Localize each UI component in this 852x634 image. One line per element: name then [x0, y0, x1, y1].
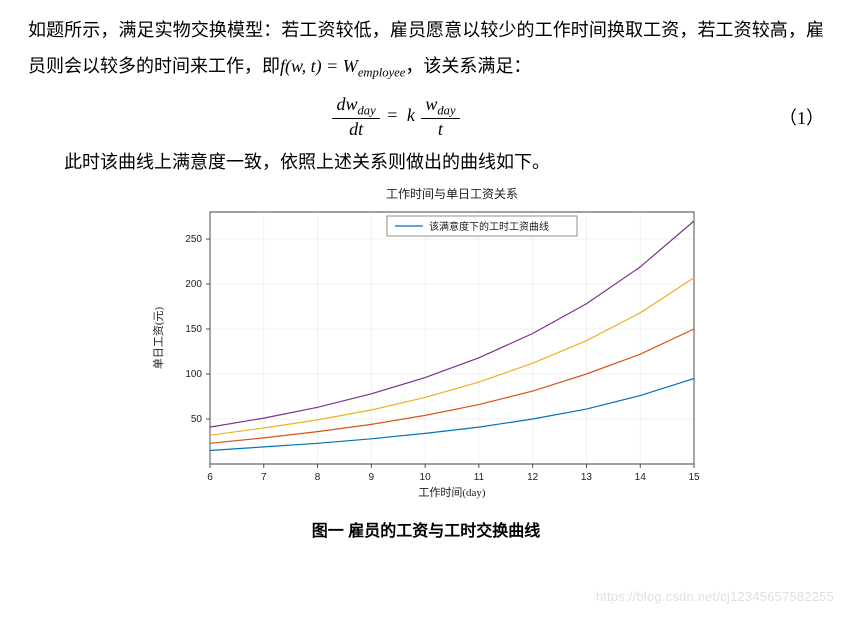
- svg-text:15: 15: [688, 472, 700, 483]
- svg-text:8: 8: [315, 472, 321, 483]
- equation-number: （1）: [764, 104, 824, 130]
- paragraph-1b-text: ，该关系满足：: [405, 56, 531, 76]
- lhs-fraction: dwday dt: [332, 94, 379, 140]
- svg-text:13: 13: [581, 472, 593, 483]
- chart-svg: 6 7 8 9 10 11 12 13 14 15 50 100 150 200 250 工作时间(day) 单…: [146, 184, 706, 504]
- svg-text:14: 14: [635, 472, 647, 483]
- inline-equation: f(w, t) = Wemployee: [280, 56, 405, 76]
- svg-text:9: 9: [369, 472, 375, 483]
- svg-text:6: 6: [207, 472, 213, 483]
- svg-text:7: 7: [261, 472, 267, 483]
- svg-text:150: 150: [185, 324, 202, 335]
- watermark-text: https://blog.csdn.net/cj12345657582255: [596, 589, 834, 604]
- svg-text:工作时间(day): 工作时间(day): [418, 486, 486, 499]
- svg-text:该满意度下的工时工资曲线: 该满意度下的工时工资曲线: [429, 220, 549, 233]
- svg-text:10: 10: [420, 472, 432, 483]
- equation-body: dwday dt = k wday t: [28, 94, 764, 140]
- chart-figure-1: 6 7 8 9 10 11 12 13 14 15 50 100 150 200 250 工作时间(day) 单…: [146, 184, 706, 509]
- svg-text:50: 50: [191, 414, 203, 425]
- svg-text:100: 100: [185, 369, 202, 380]
- svg-text:12: 12: [527, 472, 539, 483]
- svg-text:250: 250: [185, 234, 202, 245]
- figure-caption: 图一 雇员的工资与工时交换曲线: [28, 517, 824, 541]
- paragraph-1: 如题所示，满足实物交换模型：若工资较低，雇员愿意以较少的工作时间换取工资，若工资…: [28, 12, 824, 86]
- equation-1: dwday dt = k wday t （1）: [28, 94, 824, 140]
- svg-text:单日工资(元): 单日工资(元): [152, 306, 165, 369]
- paragraph-2: 此时该曲线上满意度一致，依照上述关系则做出的曲线如下。: [28, 144, 824, 180]
- svg-text:工作时间与单日工资关系: 工作时间与单日工资关系: [386, 187, 518, 201]
- rhs-fraction: wday t: [421, 94, 459, 140]
- svg-text:200: 200: [185, 279, 202, 290]
- svg-text:11: 11: [474, 472, 485, 483]
